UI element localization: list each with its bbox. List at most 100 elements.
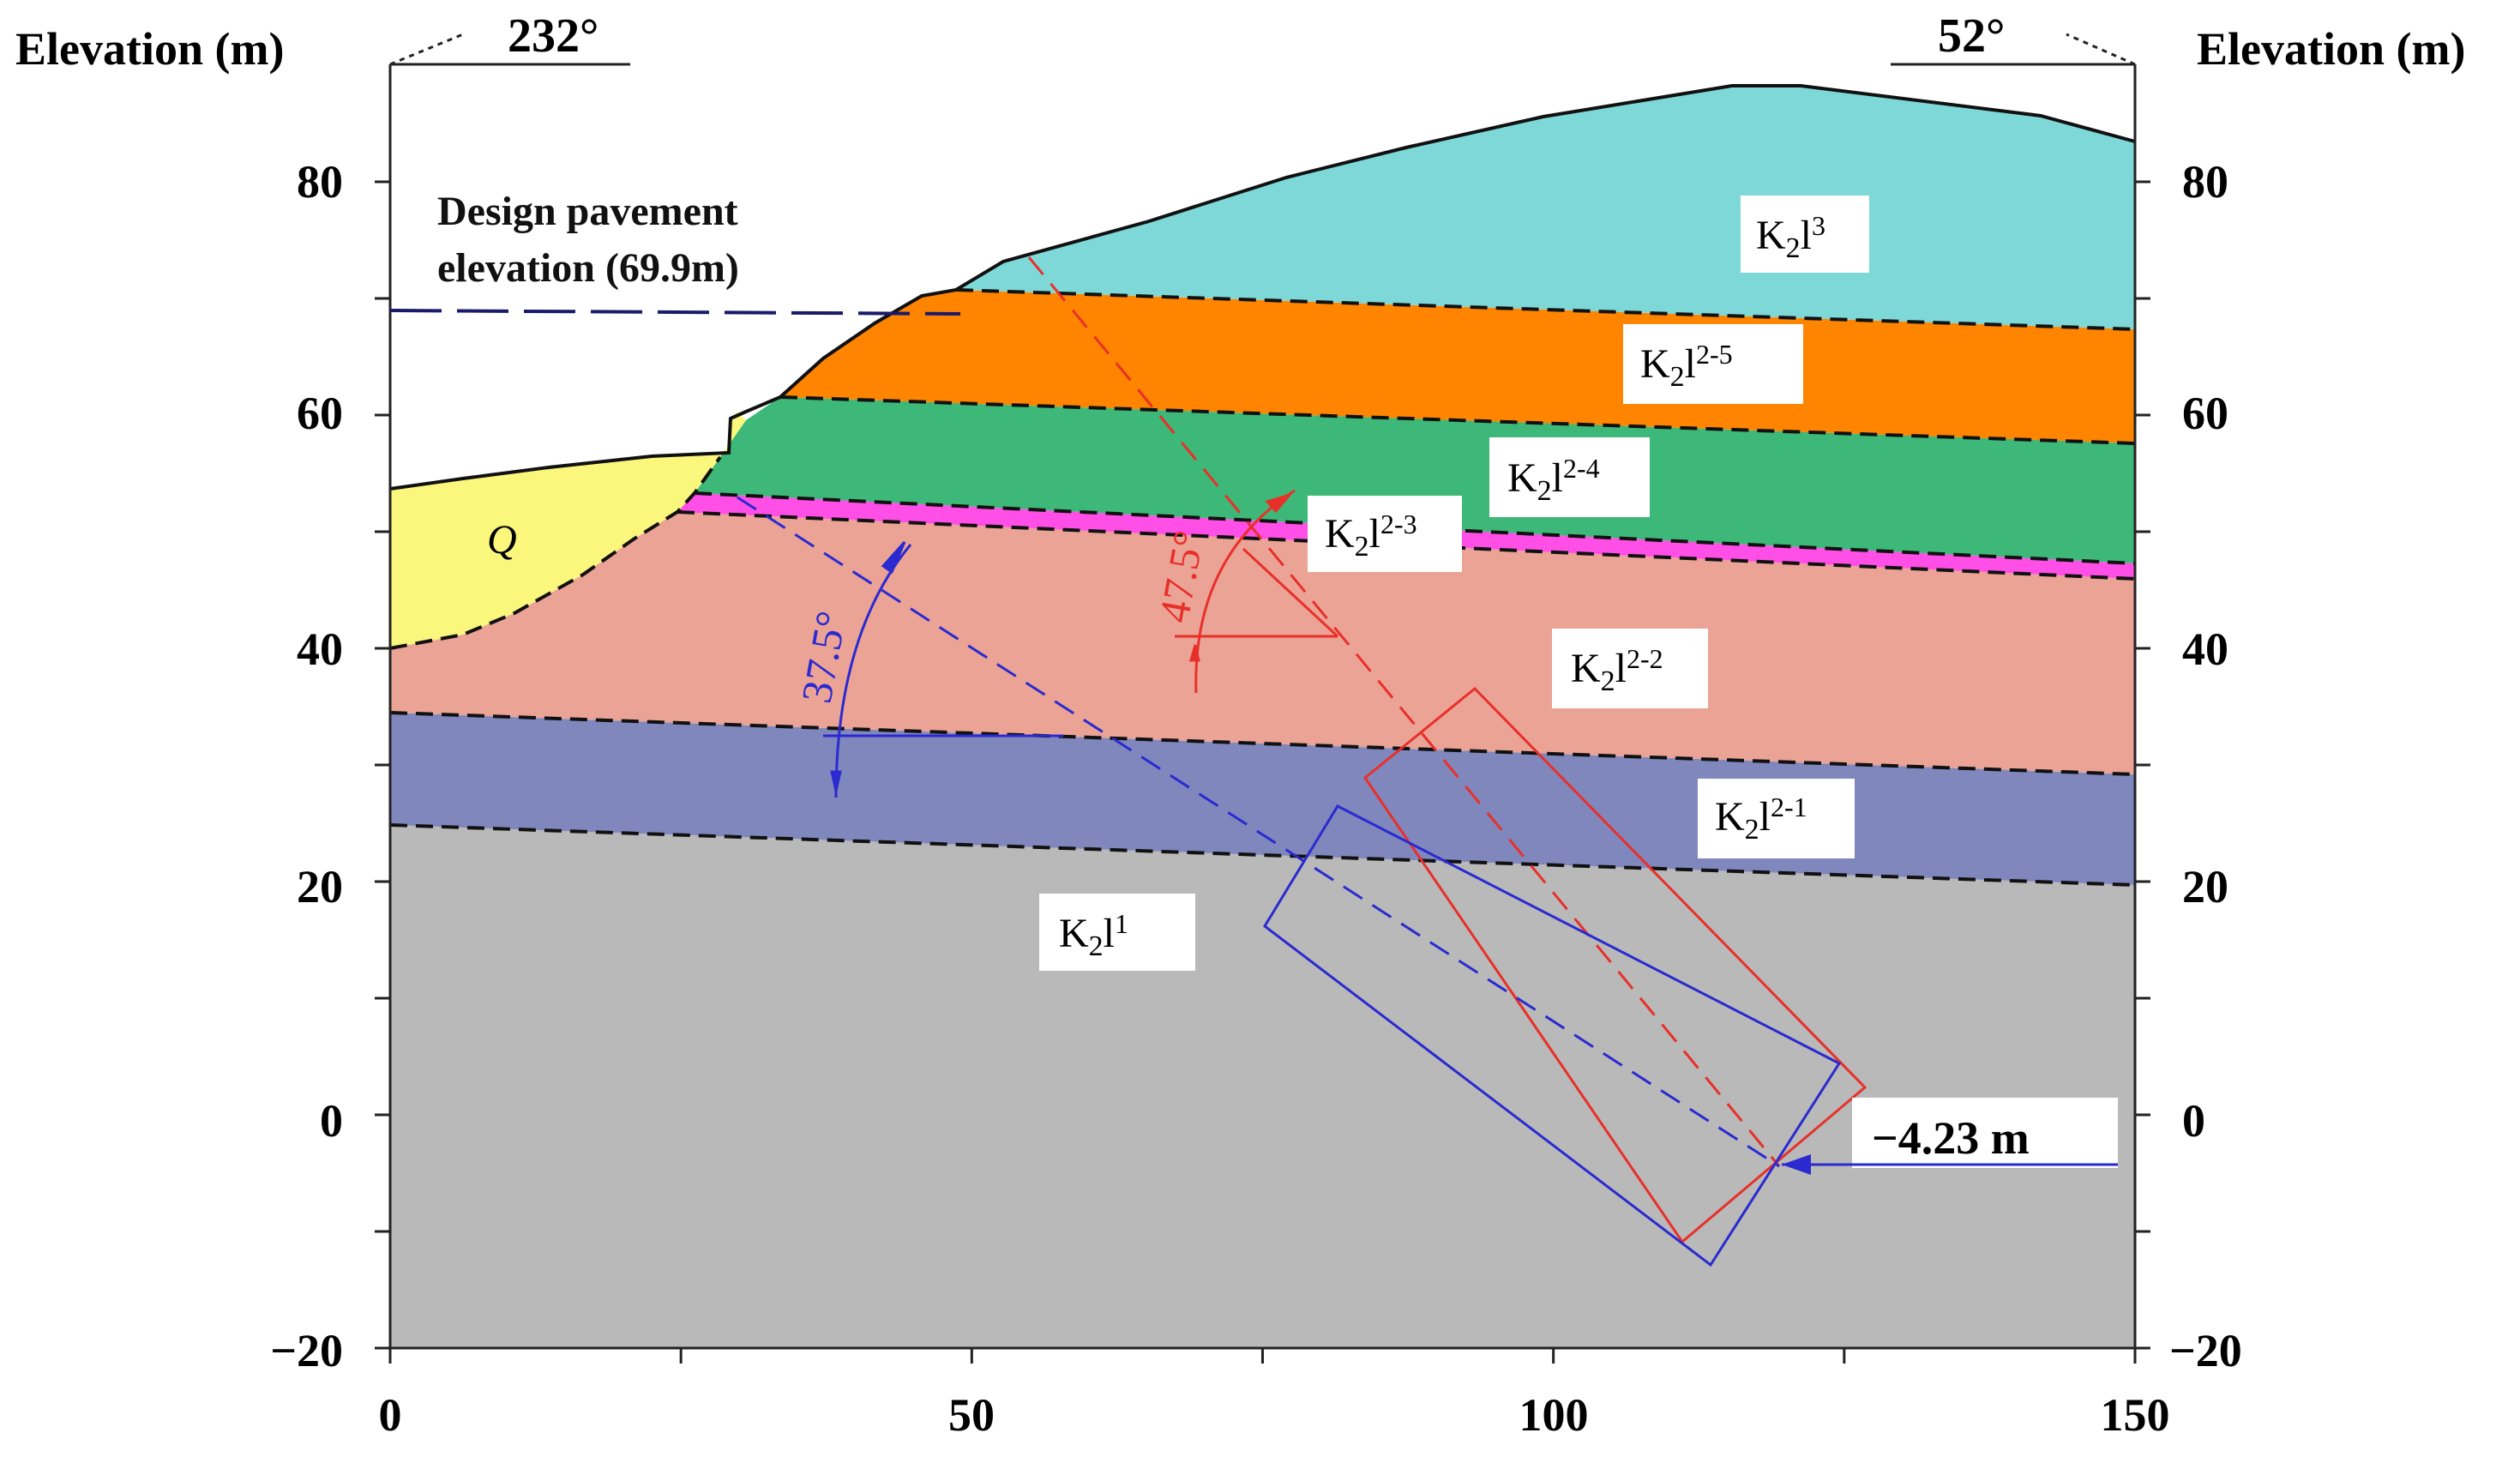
x-tick-label: 50 <box>948 1389 995 1441</box>
label-k2l2-5-mid: l <box>1685 341 1696 387</box>
label-k2l3-sup: 3 <box>1812 210 1825 241</box>
label-k2l2-2: K2l2-2 <box>1552 629 1708 708</box>
depth-label-box <box>1852 1098 2118 1168</box>
label-k2l2-5-sub: 2 <box>1670 361 1685 393</box>
blue-arc-arrow-bottom <box>830 770 842 792</box>
x-tick-label: 150 <box>2101 1389 2170 1441</box>
label-k2l2-4-base: K <box>1507 455 1537 501</box>
left-axis-title: Elevation (m) <box>15 23 284 75</box>
label-k2l2-4: K2l2-4 <box>1489 437 1650 517</box>
label-k2l2-1-sub: 2 <box>1745 814 1759 846</box>
label-k2l2-3: K2l2-3 <box>1308 496 1462 572</box>
y-tick-label: 60 <box>2182 388 2228 439</box>
label-k2l1-base: K <box>1059 911 1089 956</box>
label-k2l3-sub: 2 <box>1786 232 1801 264</box>
y-tick-label: −20 <box>270 1325 343 1376</box>
label-k2l2-5: K2l2-5 <box>1623 324 1803 404</box>
label-k2l2-2-base: K <box>1571 646 1601 691</box>
layer-q-fill <box>390 412 746 648</box>
layer-q-label: Q <box>487 517 517 563</box>
ground-surface <box>389 84 2136 491</box>
blue-dip-line <box>737 496 1780 1168</box>
label-k2l2-2-sup: 2-2 <box>1627 643 1663 674</box>
boundary-q-base <box>389 455 722 650</box>
red-dip-line <box>1027 256 1781 1167</box>
strata <box>390 86 2135 1348</box>
design-pavement-label-line2: elevation (69.9m) <box>437 245 739 291</box>
red-arc-arrow-top <box>1265 492 1294 514</box>
boundary-k2l2-5-top <box>955 288 2136 331</box>
label-k2l2-4-sup: 2-4 <box>1563 453 1600 484</box>
y-tick-label: 0 <box>320 1095 343 1147</box>
svg-text:K2l2-2: K2l2-2 <box>1571 643 1663 697</box>
label-k2l2-2-mid: l <box>1615 646 1627 691</box>
red-block-outline <box>1362 686 1867 1244</box>
x-tick-label: 100 <box>1519 1389 1589 1441</box>
label-k2l2-1: K2l2-1 <box>1698 779 1855 858</box>
boundary-k2l2-1-top <box>389 711 2136 776</box>
svg-text:K2l2-1: K2l2-1 <box>1715 792 1807 846</box>
label-k2l2-3-sup: 2-3 <box>1380 509 1417 539</box>
label-k2l2-1-mid: l <box>1759 794 1771 840</box>
y-tick-label: 20 <box>297 861 343 912</box>
left-bearing-label: 232° <box>508 9 598 63</box>
svg-text:K2l2-5: K2l2-5 <box>1640 339 1733 393</box>
y-tick-label: 80 <box>2182 156 2228 208</box>
label-k2l2-3-sub: 2 <box>1355 531 1369 563</box>
red-arc-arrow-bottom <box>1189 644 1200 662</box>
right-axis-title: Elevation (m) <box>2197 23 2465 75</box>
x-tick-label: 0 <box>379 1389 402 1441</box>
design-pavement-label-line1: Design pavement <box>437 189 738 234</box>
y-tick-label: −20 <box>2169 1325 2242 1376</box>
blue-arc-arrow-top <box>881 541 906 575</box>
label-k2l2-1-base: K <box>1715 794 1745 840</box>
red-tilted-block <box>1027 256 1867 1244</box>
svg-text:K2l1: K2l1 <box>1059 908 1128 962</box>
label-k2l1-sub: 2 <box>1089 930 1104 962</box>
right-bearing-label: 52° <box>1938 9 2005 63</box>
label-k2l2-1-sup: 2-1 <box>1771 792 1807 822</box>
layer-k2l3-fill <box>956 86 2135 329</box>
y-tick-label: 20 <box>2182 861 2228 912</box>
y-tick-labels-right: 80 60 40 20 0 −20 <box>2169 156 2242 1376</box>
design-pavement-line <box>389 309 961 316</box>
label-k2l1-sup: 1 <box>1115 908 1128 939</box>
y-tick-label: 40 <box>297 623 343 675</box>
label-k2l2-4-sub: 2 <box>1537 475 1552 507</box>
label-k2l2-3-base: K <box>1325 511 1355 557</box>
label-k2l1-mid: l <box>1104 911 1115 956</box>
y-tick-label: 60 <box>297 388 343 439</box>
depth-marker: −4.23 m <box>1782 1098 2118 1175</box>
layer-k2l1-fill <box>390 825 2135 1348</box>
depth-label: −4.23 m <box>1872 1112 2030 1164</box>
blue-block-outline <box>1263 804 1842 1267</box>
svg-text:K2l2-3: K2l2-3 <box>1325 509 1417 563</box>
depth-pointer-arrow <box>1782 1154 1811 1175</box>
x-tick-labels: 0 50 100 150 <box>379 1389 2170 1441</box>
label-k2l2-5-sup: 2-5 <box>1696 339 1733 370</box>
label-k2l2-3-mid: l <box>1369 511 1380 557</box>
label-k2l3: K2l3 <box>1741 196 1869 273</box>
label-k2l2-4-mid: l <box>1552 455 1563 501</box>
y-tick-label: 80 <box>297 156 343 208</box>
label-k2l2-2-sub: 2 <box>1601 665 1615 697</box>
axis-ticks <box>375 180 2150 1364</box>
layer-k2l2-2-fill <box>390 512 2135 774</box>
y-tick-label: 0 <box>2182 1095 2205 1147</box>
layer-labels: K2l3 K2l2-5 K2l2-4 K2l2-3 K2l2-2 <box>1039 196 1869 971</box>
y-tick-labels-left: 80 60 40 20 0 −20 <box>270 156 343 1376</box>
layer-k2l2-4-fill <box>695 397 2135 563</box>
label-k2l3-base: K <box>1756 213 1786 258</box>
svg-text:K2l2-4: K2l2-4 <box>1507 453 1600 507</box>
boundary-k2l1-top <box>389 823 2136 887</box>
right-bearing-arrow <box>2066 33 2136 66</box>
red-angle-leg <box>1242 547 1339 638</box>
boundary-k2l2-4-top <box>779 395 2136 445</box>
label-k2l2-5-base: K <box>1640 341 1670 387</box>
y-tick-label: 40 <box>2182 623 2228 675</box>
svg-text:K2l3: K2l3 <box>1756 210 1825 264</box>
label-k2l3-mid: l <box>1801 213 1812 258</box>
left-bearing-arrow <box>389 33 464 66</box>
label-k2l1: K2l1 <box>1039 894 1195 971</box>
